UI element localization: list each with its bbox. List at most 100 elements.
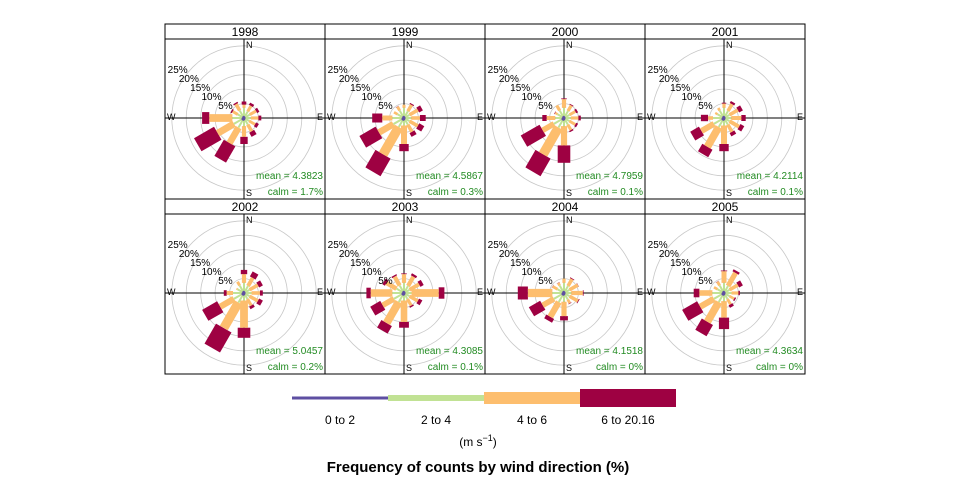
rose-bar-270-3 <box>223 290 227 296</box>
rose-bar-210-1 <box>717 120 724 128</box>
panel-year: 2004 <box>552 200 579 214</box>
rose-bar-210-2 <box>704 300 723 324</box>
dir-label-e: E <box>797 287 803 297</box>
rose-bar-240-3 <box>202 301 224 321</box>
mean-label: mean = 4.5867 <box>416 171 483 182</box>
rose-bar-0-1 <box>403 282 405 291</box>
radial-label: 20% <box>499 74 519 85</box>
rose-bar-240-2 <box>541 296 556 308</box>
rose-bar-300-2 <box>554 111 559 116</box>
rose-bar-240-3 <box>370 300 386 316</box>
chart-title: Frequency of counts by wind direction (%… <box>327 459 630 476</box>
rose-bar-210-1 <box>397 295 404 303</box>
rose-bar-150-3 <box>728 303 734 308</box>
rose-bar-270-2 <box>527 288 553 298</box>
mean-label: mean = 4.7959 <box>576 171 643 182</box>
panel-year: 2001 <box>712 25 739 39</box>
rose-bar-270-1 <box>233 292 242 294</box>
legend-swatch-1 <box>388 395 484 401</box>
rose-bar-150-1 <box>244 119 249 125</box>
dir-label-n: N <box>566 215 573 225</box>
rose-bar-300-2 <box>232 110 239 116</box>
rose-bar-270-1 <box>552 292 562 294</box>
calm-label: calm = 0.1% <box>588 187 643 198</box>
rose-bar-60-2 <box>728 283 739 292</box>
dir-label-s: S <box>726 363 732 373</box>
rose-bar-150-2 <box>726 298 732 305</box>
rose-bar-120-1 <box>404 292 410 297</box>
rose-bar-90-3 <box>259 290 263 296</box>
radial-label: 25% <box>488 240 508 251</box>
radial-label: 25% <box>328 240 348 251</box>
radial-label: 15% <box>510 258 530 269</box>
dir-label-w: W <box>327 112 336 122</box>
panel-year: 2000 <box>552 25 579 39</box>
rose-bar-240-2 <box>541 121 556 133</box>
rose-bar-120-2 <box>728 119 740 129</box>
rose-bar-330-2 <box>234 103 242 112</box>
rose-bar-270-2 <box>382 115 393 121</box>
rose-bar-180-2 <box>401 125 407 144</box>
rose-bar-180-1 <box>723 120 725 126</box>
rose-bar-330-2 <box>396 106 401 112</box>
rose-bar-240-1 <box>553 118 562 125</box>
rose-bar-270-2 <box>708 116 713 120</box>
radial-label: 20% <box>179 249 199 260</box>
rose-bar-150-2 <box>726 123 734 133</box>
rose-bar-180-3 <box>718 317 730 330</box>
radial-label: 10% <box>521 92 541 103</box>
rose-bar-330-0 <box>402 290 405 294</box>
rose-bar-270-1 <box>392 292 402 294</box>
dir-label-e: E <box>797 112 803 122</box>
rose-bar-300-3 <box>551 284 554 289</box>
panel-year: 1999 <box>392 25 419 39</box>
rose-bar-120-2 <box>568 119 576 126</box>
rose-bar-60-3 <box>576 282 580 287</box>
rose-bar-240-2 <box>377 121 396 136</box>
rose-bar-30-2 <box>406 104 413 113</box>
rose-bar-240-3 <box>690 126 704 141</box>
mean-label: mean = 4.1518 <box>576 346 643 357</box>
rose-bar-30-2 <box>725 271 738 288</box>
rose-bar-150-1 <box>724 294 729 300</box>
rose-bar-240-3 <box>528 300 546 317</box>
rose-bar-300-2 <box>393 111 399 116</box>
dir-label-n: N <box>726 40 733 50</box>
radial-label: 10% <box>681 92 701 103</box>
rose-bar-30-2 <box>726 103 734 112</box>
rose-bar-180-1 <box>723 295 725 302</box>
rose-bar-90-3 <box>741 115 746 121</box>
radial-label: 10% <box>681 267 701 278</box>
rose-bar-30-1 <box>404 285 409 292</box>
rose-bar-330-3 <box>233 101 239 106</box>
rose-bar-0-2 <box>561 99 567 108</box>
rose-bar-240-3 <box>682 301 704 321</box>
rose-bar-60-2 <box>249 109 257 116</box>
rose-bar-60-2 <box>568 283 579 292</box>
rose-bar-240-2 <box>381 296 396 308</box>
rose-bar-210-2 <box>538 125 563 157</box>
rose-bar-210-3 <box>204 323 232 353</box>
panel-year: 2003 <box>392 200 419 214</box>
legend-label-3: 6 to 20.16 <box>601 413 655 427</box>
rose-bar-180-2 <box>721 125 727 144</box>
rose-bar-300-1 <box>396 287 403 293</box>
rose-bar-300-2 <box>385 280 398 291</box>
rose-bar-330-2 <box>555 104 562 112</box>
dir-label-n: N <box>246 215 253 225</box>
rose-bar-0-2 <box>242 104 246 108</box>
dir-label-w: W <box>487 112 496 122</box>
radial-label: 5% <box>538 276 553 287</box>
radial-label: 10% <box>361 267 381 278</box>
rose-bar-330-0 <box>722 115 725 119</box>
calm-label: calm = 0% <box>756 362 803 373</box>
dir-label-n: N <box>566 40 573 50</box>
